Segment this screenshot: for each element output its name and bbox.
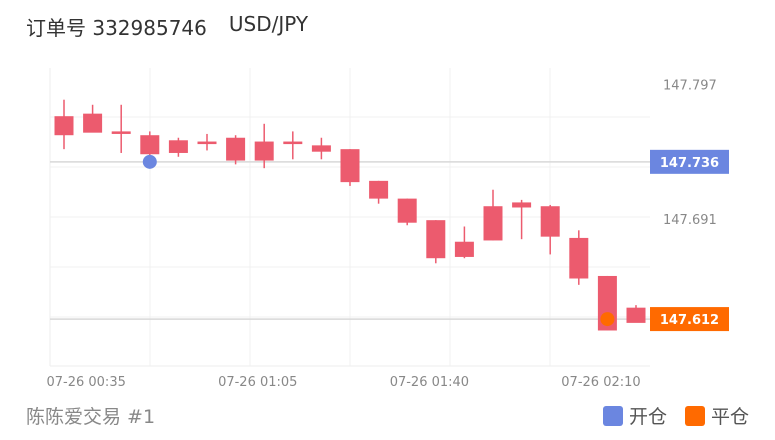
candle-body <box>226 137 246 161</box>
x-tick-label: 07-26 02:10 <box>561 375 640 390</box>
candle-body <box>626 307 646 323</box>
candle-body <box>54 116 74 136</box>
currency-pair: USD/JPY <box>228 12 309 36</box>
legend-close-swatch <box>684 405 705 426</box>
chart-header: 订单号 332985746 USD/JPY <box>26 12 308 41</box>
candle-body <box>83 113 103 133</box>
open-marker <box>142 154 157 169</box>
candle-body <box>540 206 560 237</box>
candle-body <box>397 198 417 223</box>
legend-close: 平仓 <box>684 402 749 429</box>
legend-close-label: 平仓 <box>710 406 749 428</box>
candle-body <box>483 206 503 241</box>
candle-body <box>254 141 274 161</box>
candle-body <box>140 135 160 155</box>
candle-body <box>111 131 131 134</box>
close-price-tag <box>650 307 729 332</box>
y-tick-label: 147.797 <box>663 78 717 93</box>
candle-body <box>454 241 474 257</box>
x-tick-label: 07-26 01:05 <box>218 375 297 390</box>
close-price-tag-label: 147.612 <box>660 313 719 328</box>
candle-body <box>340 149 360 183</box>
x-tick-label: 07-26 01:40 <box>390 375 469 390</box>
candle-body <box>283 141 303 145</box>
y-tick-label: 147.691 <box>663 213 717 228</box>
legend-open-label: 开仓 <box>628 406 667 428</box>
candle-body <box>197 141 217 145</box>
candle-body <box>512 202 532 208</box>
chart-legend: 开仓 平仓 <box>602 402 749 429</box>
candle-body <box>426 220 446 259</box>
open-price-tag-label: 147.736 <box>660 156 719 171</box>
close-marker <box>600 312 615 327</box>
candle-body <box>311 145 331 152</box>
legend-open-swatch <box>602 405 623 426</box>
account-name: 陈陈爱交易 #1 <box>26 406 156 428</box>
candle-body <box>168 140 188 153</box>
legend-open: 开仓 <box>602 402 667 429</box>
candle-body <box>369 180 389 199</box>
order-number: 订单号 332985746 <box>26 16 207 40</box>
open-price-tag <box>650 149 729 174</box>
candle-body <box>569 237 589 279</box>
x-tick-label: 07-26 00:35 <box>46 375 125 390</box>
